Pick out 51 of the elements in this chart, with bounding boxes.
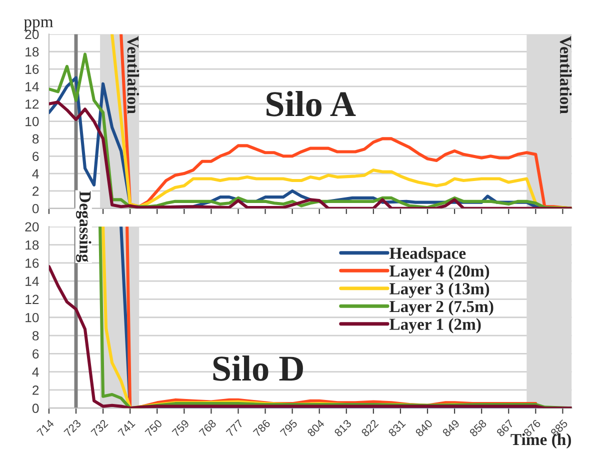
y-tick-label: 2 — [32, 186, 39, 196]
x-tick-label: 804 — [306, 418, 325, 438]
y-tick-label: 4 — [32, 368, 39, 377]
band-label: Ventilation — [127, 36, 140, 114]
y-tick-label: 18 — [26, 47, 39, 57]
x-tick-label: 840 — [414, 419, 433, 438]
legend-label: Layer 1 (2m) — [389, 318, 481, 334]
y-tick-label: 8 — [32, 134, 39, 144]
y-tick-label: 10 — [26, 312, 39, 322]
x-tick-label: 723 — [64, 419, 82, 438]
y-tick-label: 0 — [32, 404, 39, 414]
legend-label: Layer 3 (13m) — [389, 282, 490, 298]
x-tick-label: 732 — [90, 419, 108, 438]
y-tick-label: 4 — [32, 169, 39, 178]
ref-line-label: Degassing — [76, 191, 92, 262]
y-tick-label: 14 — [26, 276, 39, 286]
x-tick-label: 822 — [360, 419, 379, 438]
y-tick-label: 6 — [32, 349, 39, 359]
band-label: Ventilation — [560, 36, 572, 114]
y-tick-label: 16 — [26, 64, 39, 74]
x-tick-label: 750 — [144, 419, 163, 438]
x-tick-label: 768 — [198, 419, 217, 438]
x-tick-label: 741 — [118, 419, 136, 437]
y-tick-label: 8 — [32, 331, 39, 340]
y-tick-label: 12 — [26, 99, 39, 109]
y-axis-title: ppm — [24, 19, 54, 31]
y-tick-label: 2 — [32, 386, 39, 395]
y-tick-label: 20 — [25, 30, 39, 40]
annotation: Silo A — [266, 90, 356, 116]
legend-label: Layer 2 (7.5m) — [389, 300, 494, 316]
x-tick-label: 786 — [252, 419, 271, 438]
legend-label: Headspace — [389, 247, 466, 262]
y-tick-label: 14 — [26, 82, 39, 92]
x-tick-label: 813 — [334, 419, 352, 438]
y-tick-label: 12 — [26, 294, 39, 304]
legend-label: Layer 4 (20m) — [389, 264, 490, 280]
y-tick-label: 16 — [26, 258, 39, 268]
y-tick-label: 6 — [32, 152, 39, 162]
x-tick-label: 858 — [469, 419, 488, 438]
x-tick-label: 714 — [36, 419, 54, 437]
x-tick-label: 777 — [226, 419, 244, 437]
x-tick-label: 867 — [496, 419, 514, 438]
y-tick-label: 18 — [26, 240, 39, 250]
y-tick-label: 20 — [25, 222, 39, 232]
x-tick-label: 831 — [388, 419, 406, 438]
annotation: Silo D — [213, 355, 303, 381]
y-tick-label: 0 — [32, 204, 39, 214]
x-tick-label: 849 — [442, 419, 460, 438]
x-tick-label: 759 — [172, 419, 190, 438]
x-tick-label: 795 — [280, 419, 298, 438]
y-tick-label: 10 — [26, 116, 39, 126]
